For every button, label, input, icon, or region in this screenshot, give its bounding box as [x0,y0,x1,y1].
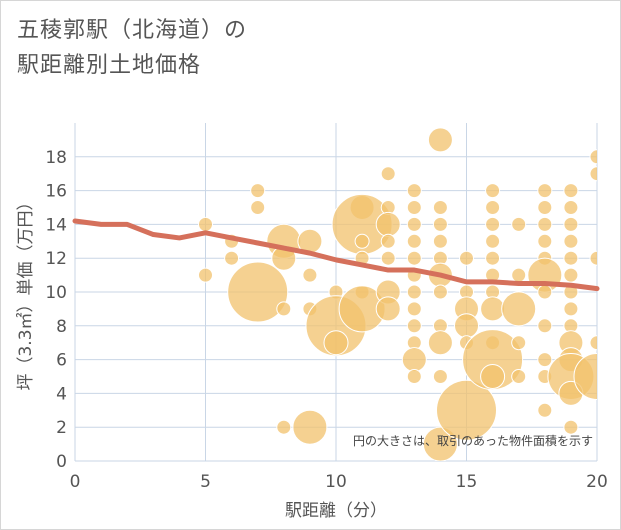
x-tick-label: 20 [586,472,608,492]
data-point [537,233,553,249]
data-point [406,318,422,334]
y-tick-label: 10 [45,283,67,303]
data-point [537,352,553,368]
trend-line [72,218,600,292]
x-tick-label: 5 [200,472,211,492]
data-point [422,426,458,461]
data-point [276,301,292,317]
data-point [537,183,553,199]
data-point [436,379,497,441]
data-point [485,183,501,199]
data-point [380,250,396,266]
x-axis-title: 駅距離（分） [285,501,387,521]
x-tick-label: 15 [456,472,478,492]
y-tick-label: 18 [45,148,67,168]
data-point [511,369,527,384]
data-point [406,233,422,249]
y-tick-label: 12 [45,249,67,269]
data-point [537,216,553,232]
data-point [406,216,422,232]
data-point [563,233,579,249]
data-point [537,402,553,418]
data-point [432,200,448,215]
data-point [589,250,597,266]
data-point [589,166,597,182]
data-point [198,267,213,283]
data-point [375,211,401,237]
data-point [406,200,422,215]
data-point [511,267,527,283]
data-point [432,284,448,300]
data-point [375,296,401,322]
data-point [354,233,370,249]
data-point [292,409,328,445]
size-note: 円の大きさは、取引のあった物件面積を示す [353,433,593,448]
data-point [432,233,448,249]
x-tick-label: 10 [325,472,347,492]
data-point [563,301,579,317]
data-point [563,216,579,232]
data-point [480,364,506,389]
data-point [323,330,349,356]
data-point [537,284,553,300]
y-tick-label: 16 [45,182,67,202]
data-point [380,166,396,182]
data-point [454,313,479,339]
data-point [406,250,422,266]
data-point [276,419,292,435]
y-axis-title: 坪（3.3㎡）単価（万円） [16,193,36,390]
y-tick-label: 6 [56,351,67,371]
data-point [198,216,213,232]
y-tick-label: 2 [56,418,67,438]
data-point [563,250,579,266]
data-point [227,261,289,323]
y-tick-label: 0 [56,452,67,472]
data-point [302,267,318,283]
data-point [563,419,579,435]
y-tick-label: 8 [56,317,67,337]
data-point [406,284,422,300]
y-tick-label: 14 [45,215,67,235]
data-point [511,216,527,232]
y-tick-label: 4 [56,384,67,404]
data-point [250,183,266,199]
data-point [406,301,422,317]
data-point [485,233,501,249]
data-point [459,250,474,266]
data-point [485,200,501,215]
data-point [462,329,524,391]
x-tick-label: 0 [70,472,81,492]
data-point [511,335,527,351]
data-point [537,318,553,334]
data-point [485,250,501,266]
data-point [589,149,597,165]
data-point [537,200,553,215]
data-point [427,330,453,356]
data-point [380,233,396,249]
data-point [406,183,422,199]
data-point [480,296,506,322]
data-point [427,127,453,153]
data-point [563,183,579,199]
bubble-layer [198,127,597,461]
data-point [250,200,266,215]
data-point [406,369,422,384]
data-point [589,335,597,351]
data-point [563,200,579,215]
data-point [401,347,427,373]
data-point [432,369,448,384]
data-point [432,216,448,232]
data-point [224,250,240,266]
chart-title: 五稜郭駅（北海道）の 駅距離別土地価格 [17,18,248,78]
data-point [485,216,501,232]
data-point [501,291,537,327]
data-point [573,353,597,400]
data-point [563,267,579,283]
